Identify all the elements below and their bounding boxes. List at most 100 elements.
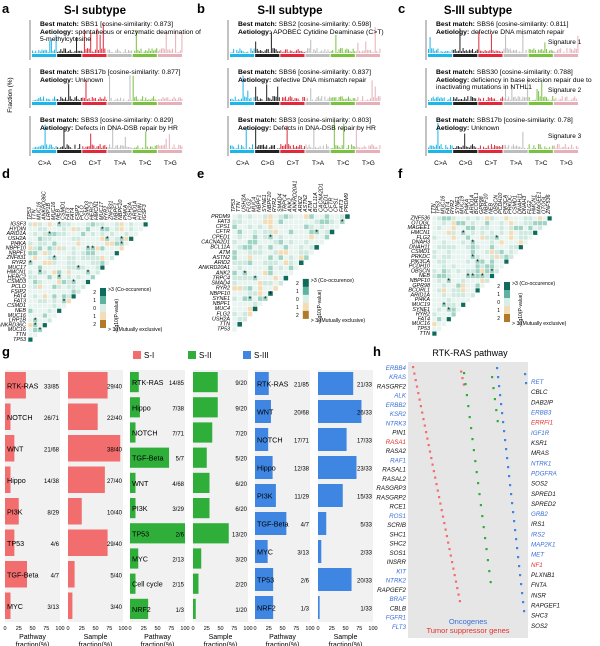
signature-bar [50, 39, 52, 53]
best-match-text: Best match: SBS17b [cosine-similarity: 0… [436, 117, 573, 124]
sample-value-label: 15/33 [357, 495, 373, 501]
heat-cell [432, 245, 437, 250]
heat-cell [90, 227, 95, 232]
colorbar-tick: 1 [93, 314, 96, 320]
signature-bar [79, 50, 81, 53]
signature-bar [38, 146, 40, 149]
heat-cell [523, 240, 528, 245]
sig-star: * [476, 259, 479, 266]
signature-bar [47, 52, 49, 53]
class-strip [453, 150, 478, 153]
signature-bar [135, 30, 137, 53]
col-gene-label: NEB [56, 209, 62, 220]
category-label: TGF-Beta [257, 520, 289, 529]
heat-cell [61, 260, 67, 265]
signature-bar [484, 148, 486, 149]
x-tick: 25 [204, 626, 210, 632]
signature-bar [112, 52, 114, 53]
row-gene-label: ZNF536 [410, 216, 430, 222]
xlabel-pathway: Pathway [269, 634, 296, 641]
x-tick: 100 [118, 626, 127, 632]
heat-cell [252, 270, 258, 276]
left-gene-label: NTRK3 [386, 420, 407, 427]
heat-cell [441, 221, 447, 226]
heat-cell [28, 279, 33, 285]
left-gene-label: SOS1 [389, 550, 406, 557]
signature-bar [82, 51, 84, 53]
heat-cell [42, 279, 47, 285]
signature-bar [465, 146, 467, 149]
heat-cell [283, 229, 289, 235]
col-gene-label: FAT3 [65, 208, 71, 220]
panel-d-label: d [2, 166, 10, 181]
signature-bar [435, 144, 437, 149]
signature-bar [527, 147, 529, 149]
signature-bar [457, 99, 459, 101]
heat-cell [513, 240, 519, 245]
heat-cell [257, 239, 263, 245]
heat-cell [278, 224, 284, 230]
colorbar-tick: 2 [93, 290, 96, 296]
signature-bar [501, 96, 503, 101]
mutation-dot [440, 509, 443, 512]
heat-cell [461, 288, 466, 293]
signature-bar [170, 50, 172, 53]
heat-cell [37, 231, 43, 237]
heat-cell [263, 255, 268, 260]
signature-bar [55, 146, 57, 149]
class-strip [157, 150, 182, 153]
heat-cell [57, 275, 62, 280]
heat-cell [71, 227, 76, 232]
signature-bar [556, 144, 558, 149]
category-label: Hippo [257, 464, 276, 473]
signature-bar [263, 144, 265, 149]
class-strip [305, 54, 330, 57]
heat-cell [465, 221, 471, 226]
signature-bar [539, 144, 541, 149]
heat-cell [499, 254, 504, 259]
signature-bar [379, 145, 381, 149]
heat-cell [232, 224, 237, 230]
mutation-dot [518, 565, 521, 568]
signature-bar [33, 147, 35, 149]
heat-cell [71, 284, 76, 289]
category-label: WNT [7, 444, 24, 453]
heat-cell [324, 229, 330, 235]
heat-cell [494, 269, 499, 274]
category-label: WNT [132, 479, 149, 488]
heat-cell [288, 260, 294, 266]
heat-cell [494, 245, 499, 250]
heat-cell [28, 299, 33, 304]
heat-cell [314, 245, 319, 250]
heat-cell [124, 241, 129, 246]
aetiology-text: Aetiology: Defects in DNA-DSB repair by … [40, 125, 178, 132]
left-gene-label: ROS1 [389, 513, 406, 520]
signature-bar [318, 147, 320, 149]
mutation-dot [453, 574, 456, 577]
heat-cell [283, 219, 289, 224]
signature-bar [129, 50, 131, 53]
heat-cell [242, 260, 248, 266]
signature-bar [374, 147, 376, 149]
heat-cell [480, 264, 485, 269]
signature-bar [35, 146, 37, 149]
mutation-dot [426, 437, 429, 440]
row-gene-label: CSMD1 [7, 303, 26, 309]
signature-bar [294, 147, 296, 149]
heat-cell [57, 227, 62, 232]
signature-bar [577, 35, 579, 53]
heat-cell [509, 249, 514, 255]
right-gene-label: RET [531, 379, 545, 386]
signature-bar [123, 51, 125, 53]
sample-bar [318, 456, 357, 479]
signature-bar [267, 49, 269, 53]
xlabel-pathway-2: fraction(%) [266, 642, 300, 646]
sample-value-label: 29/40 [107, 542, 123, 548]
signature-bar [495, 146, 497, 149]
heat-cell [119, 227, 124, 232]
heat-cell [451, 273, 456, 279]
heat-cell [451, 269, 456, 274]
signature-bar [506, 147, 508, 149]
signature-bar [74, 97, 76, 101]
heat-cell [90, 236, 95, 241]
